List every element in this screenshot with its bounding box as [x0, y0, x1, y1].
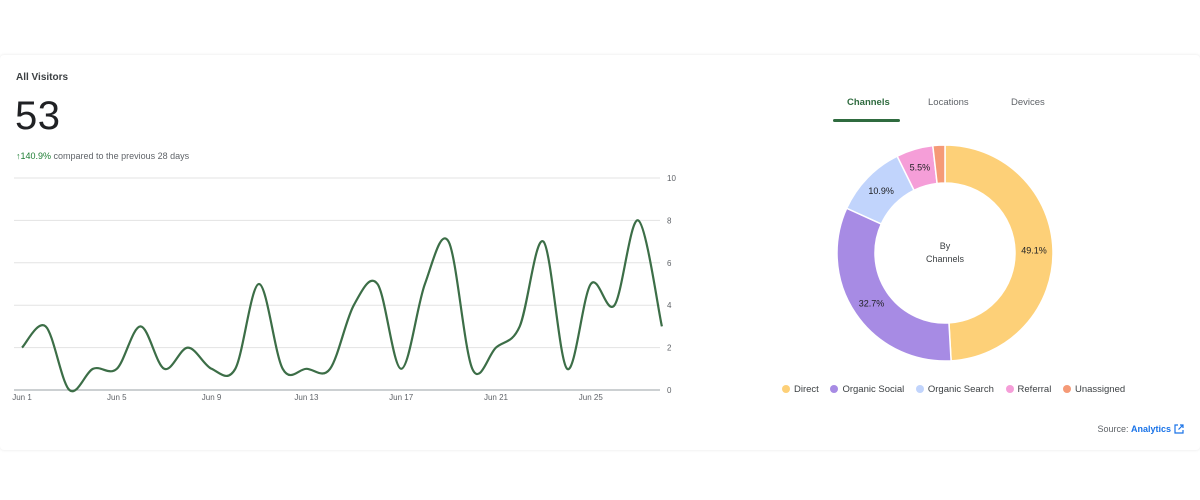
x-tick-label: Jun 1	[12, 393, 32, 402]
legend-item-referral[interactable]: Referral	[1005, 384, 1052, 395]
legend-label: Organic Search	[927, 384, 994, 395]
donut-center-label: By Channels	[892, 240, 998, 266]
x-tick-label: Jun 25	[579, 393, 604, 402]
tab-locations[interactable]: Locations	[928, 97, 969, 108]
y-tick-label: 8	[667, 216, 672, 225]
legend-swatch	[1005, 385, 1014, 393]
visitors-line-chart: 0 2 4 6 8 10 Jun 1 Jun 5 Jun 9 Jun 13 Jun 17 Jun 21…	[12, 174, 676, 402]
legend-label: Referral	[1017, 384, 1052, 395]
x-tick-label: Jun 9	[202, 393, 222, 402]
donut-slice-organic-social[interactable]	[836, 207, 952, 362]
channels-donut-chart: 49.1% 32.7% 10.9% 5.5%	[836, 144, 1054, 362]
y-tick-label: 6	[667, 259, 672, 268]
slice-value-label: 10.9%	[868, 186, 894, 196]
slice-value-label: 5.5%	[910, 163, 931, 173]
x-tick-label: Jun 17	[389, 393, 414, 402]
donut-legend: Direct Organic Social Organic Search Ref…	[782, 384, 1134, 395]
donut-center-line2: Channels	[925, 254, 965, 264]
visitors-card	[0, 55, 1200, 450]
x-tick-label: Jun 21	[484, 393, 509, 402]
slice-value-label: 32.7%	[859, 298, 885, 308]
external-link-icon[interactable]	[1174, 424, 1184, 434]
comparison-text: ↑140.9% compared to the previous 28 days	[16, 151, 189, 161]
y-tick-label: 0	[667, 386, 672, 395]
donut-slice-unassigned[interactable]	[931, 144, 946, 185]
x-tick-label: Jun 5	[107, 393, 127, 402]
legend-swatch	[1062, 385, 1071, 393]
legend-swatch	[830, 385, 839, 393]
trend-up-icon: ↑	[16, 151, 21, 161]
visitors-series-line	[21, 219, 663, 393]
active-tab-indicator	[833, 119, 900, 122]
source-prefix: Source:	[1097, 424, 1131, 434]
y-tick-label: 2	[667, 344, 672, 353]
donut-slice-direct[interactable]	[944, 144, 1054, 362]
donut-center-line1: By	[939, 241, 951, 251]
tab-devices[interactable]: Devices	[1011, 97, 1045, 108]
legend-item-organic-search[interactable]: Organic Search	[915, 384, 994, 395]
y-tick-label: 10	[667, 174, 676, 183]
legend-label: Direct	[794, 384, 819, 395]
legend-swatch	[782, 385, 790, 393]
source-attribution: Source: Analytics	[1097, 424, 1184, 434]
x-tick-label: Jun 13	[294, 393, 319, 402]
visitor-count: 53	[15, 94, 61, 138]
analytics-link[interactable]: Analytics	[1130, 424, 1171, 434]
card-title: All Visitors	[16, 72, 69, 83]
change-description: compared to the previous 28 days	[51, 151, 190, 161]
y-tick-label: 4	[667, 301, 672, 310]
legend-label: Unassigned	[1074, 384, 1126, 395]
legend-item-unassigned[interactable]: Unassigned	[1062, 384, 1126, 395]
legend-label: Organic Social	[842, 384, 905, 395]
change-percent: 140.9%	[20, 151, 52, 161]
tab-channels[interactable]: Channels	[847, 97, 890, 108]
legend-item-direct[interactable]: Direct	[782, 384, 819, 395]
slice-value-label: 49.1%	[1021, 245, 1047, 255]
legend-swatch	[915, 385, 924, 393]
legend-item-organic-social[interactable]: Organic Social	[830, 384, 904, 395]
breakdown-tabs: Channels Locations Devices	[832, 97, 1072, 123]
